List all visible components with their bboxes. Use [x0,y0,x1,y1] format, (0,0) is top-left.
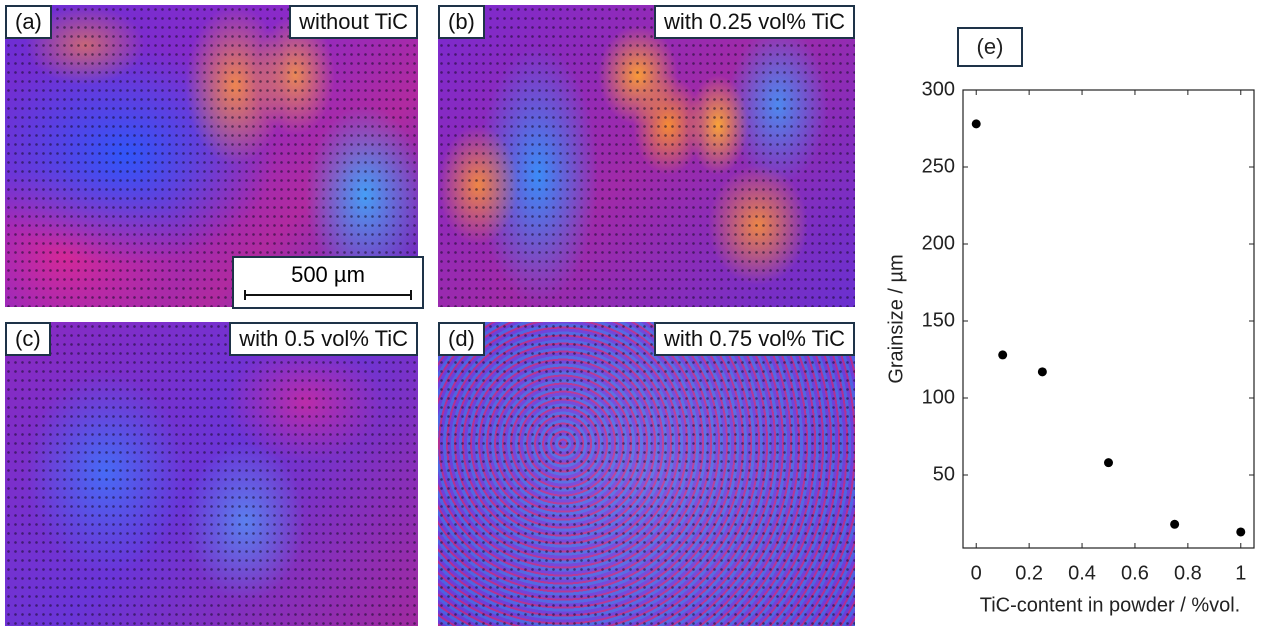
panel-caption: without TiC [289,5,418,39]
micrograph: (c) with 0.5 vol% TiC [5,322,418,626]
panel-label: (a) [5,5,52,39]
y-tick-label: 250 [922,155,955,177]
chart: (e) TiC-content in powder / %vol. Grains… [885,27,1255,616]
y-tick-label: 150 [922,309,955,331]
panel-caption: with 0.5 vol% TiC [229,322,418,356]
scale-bar-label: 500 µm [291,262,365,287]
data-point [971,119,981,129]
x-tick-label: 0.8 [1174,562,1202,584]
y-tick-label: 100 [922,386,955,408]
micrograph: (a) without TiC [5,5,418,307]
x-tick-label: 1 [1235,562,1246,584]
panel-label: (b) [438,5,485,39]
panel-label-box [957,27,1023,67]
plot-frame [962,89,1255,549]
data-point [998,350,1008,360]
micrograph: (d) with 0.75 vol% TiC [438,322,855,626]
data-point [1037,367,1047,377]
x-tick-label: 0.4 [1068,562,1096,584]
panel-caption: with 0.75 vol% TiC [654,322,855,356]
x-axis-label: TiC-content in powder / %vol. [980,594,1240,616]
micrograph: (b) with 0.25 vol% TiC [438,5,855,307]
x-tick-label: 0.6 [1121,562,1149,584]
data-point [1236,527,1246,537]
data-point [1104,458,1113,468]
y-tick-label: 200 [922,232,955,254]
x-tick-label: 0.2 [1015,562,1043,584]
panel-label: (d) [438,322,485,356]
y-tick-label: 50 [933,463,955,485]
y-axis-label: Grainsize / µm [885,254,907,383]
data-point [1170,519,1180,529]
scale-bar: 500 µm [232,256,424,309]
panel-label: (c) [5,322,51,356]
x-tick-label: 0 [971,562,982,584]
panel-label: (e) [977,34,1004,59]
panel-caption: with 0.25 vol% TiC [654,5,855,39]
y-tick-label: 300 [922,78,955,100]
